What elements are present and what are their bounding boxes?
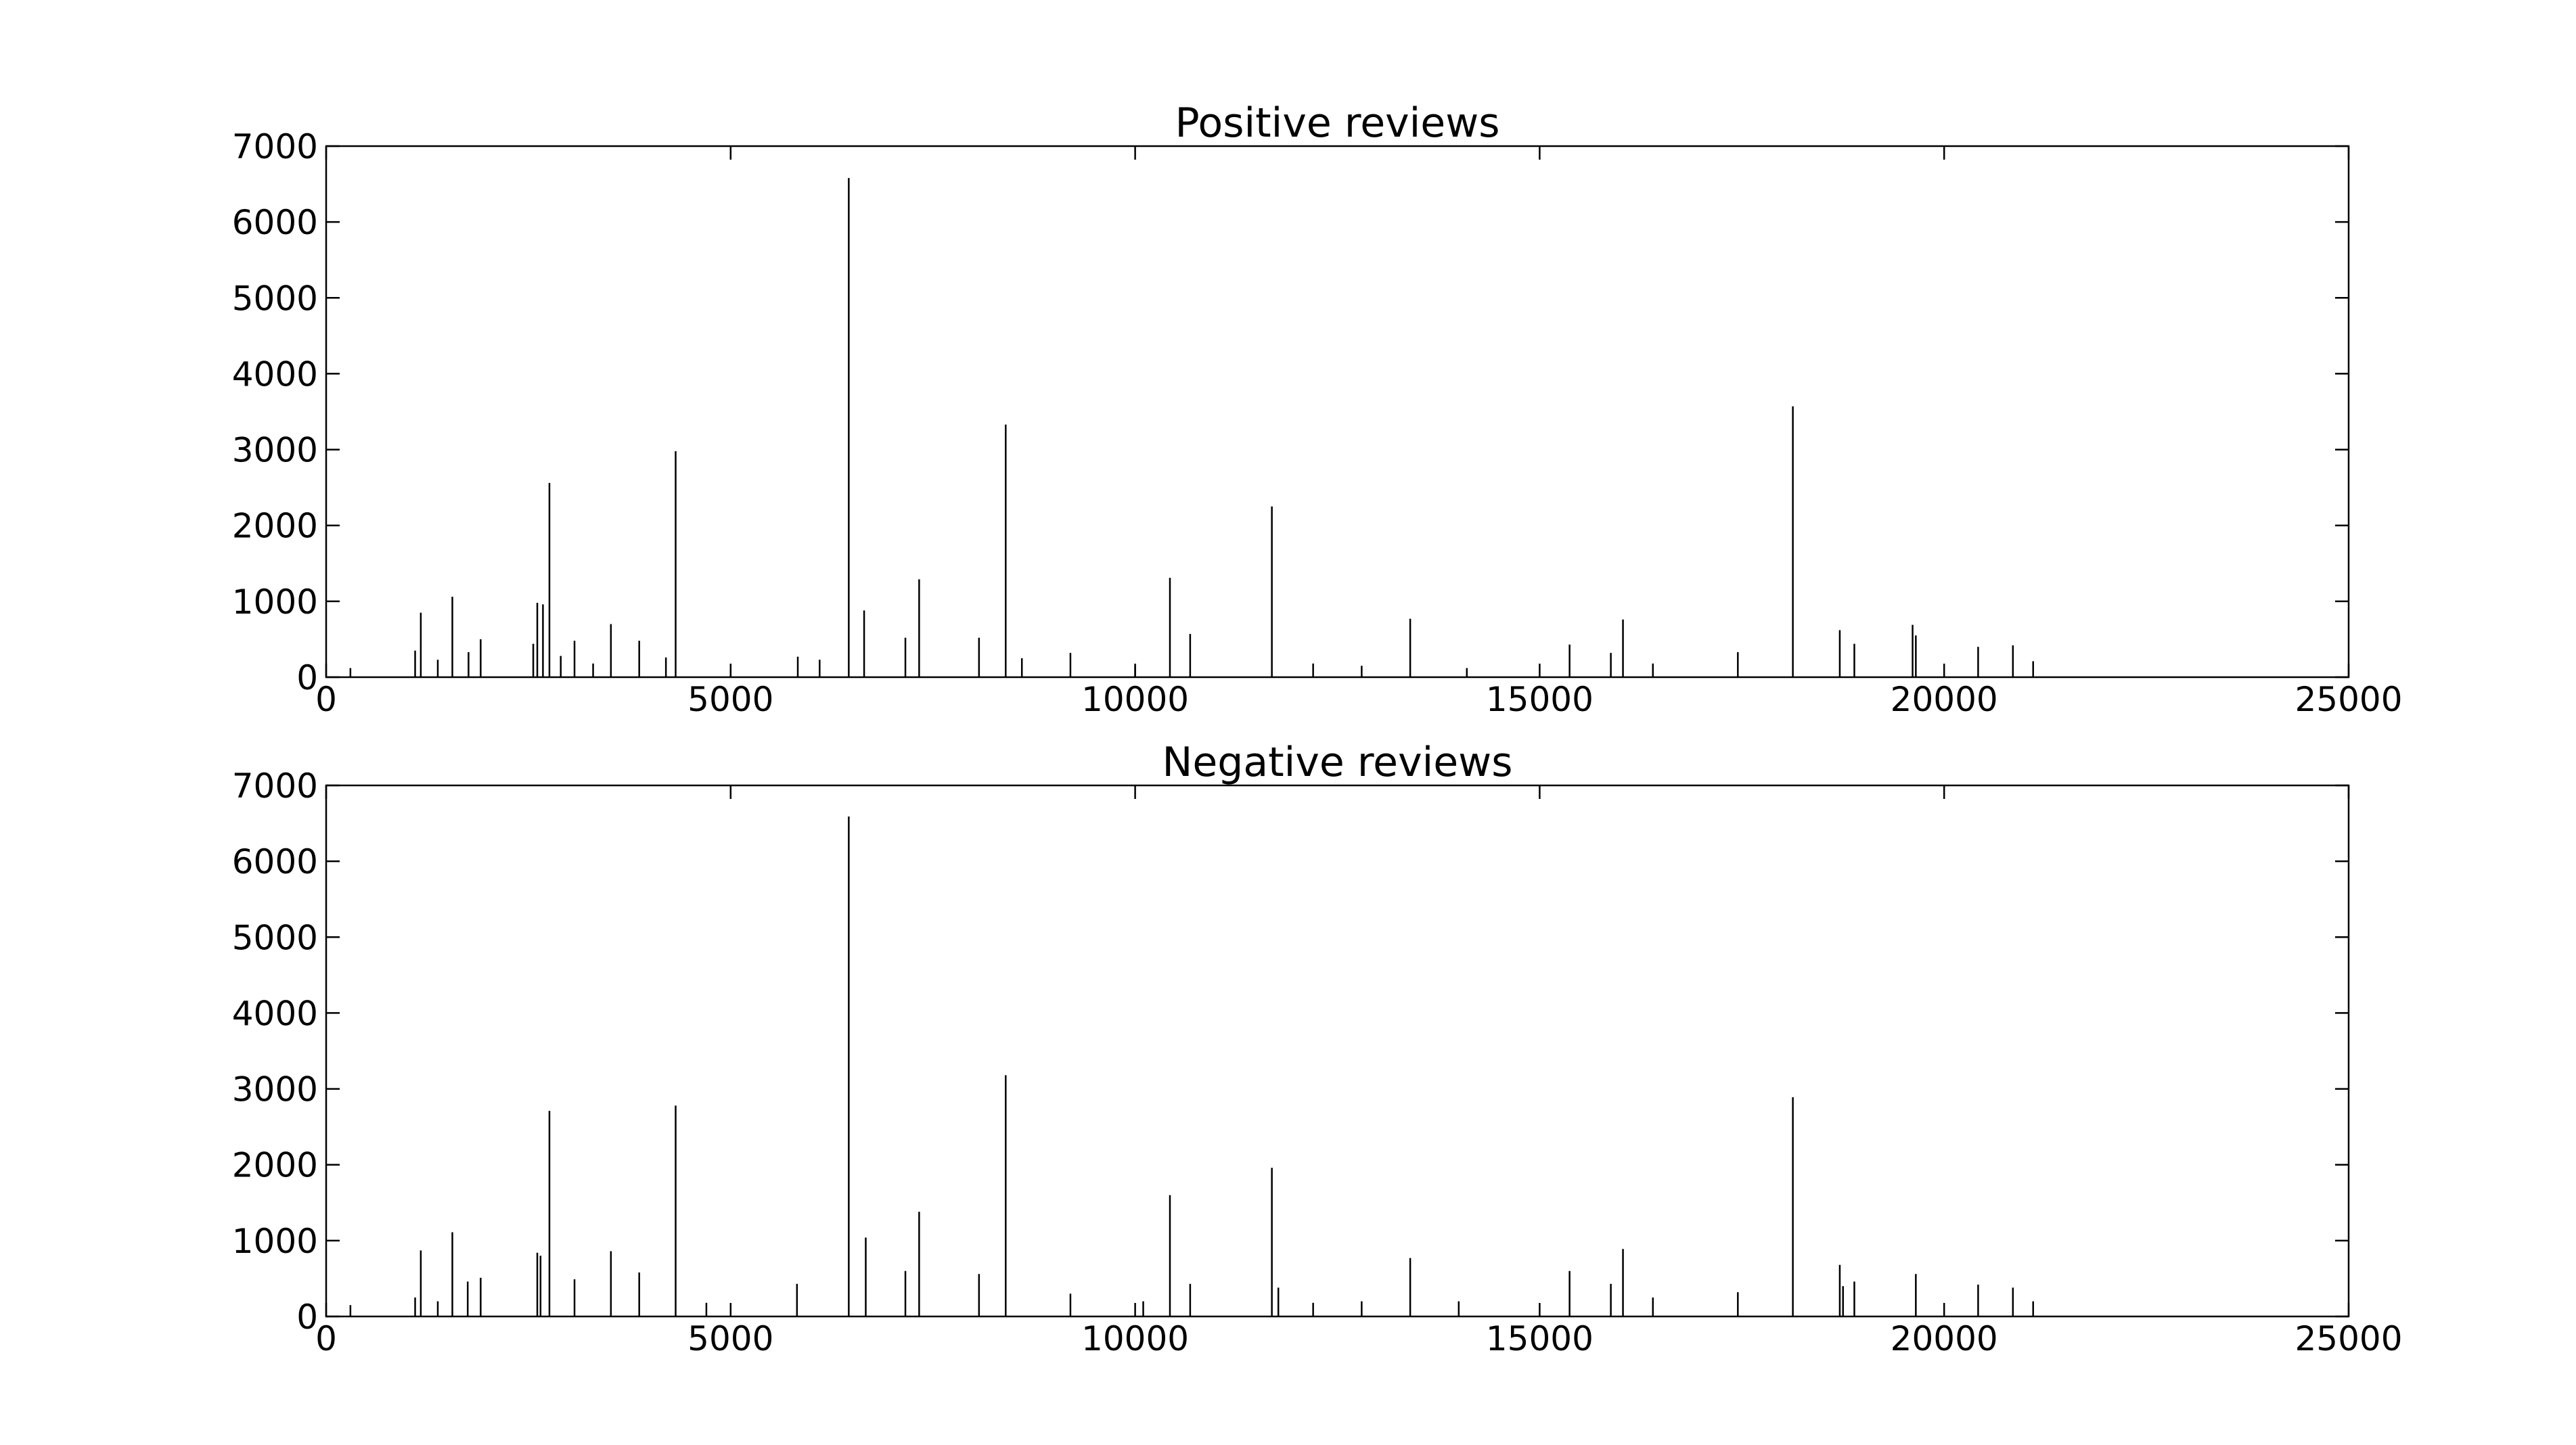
y-tick-label: 5000 [232,279,318,318]
x-tick-label: 10000 [1081,1319,1189,1358]
x-tick-label: 5000 [687,680,773,719]
y-tick-label: 1000 [232,582,318,622]
y-tick-label: 0 [296,1298,318,1337]
y-tick-label: 5000 [232,918,318,957]
y-tick-label: 4000 [232,354,318,394]
y-tick-label: 0 [296,658,318,697]
y-tick-label: 7000 [232,766,318,806]
x-tick-label: 25000 [2295,680,2402,719]
x-tick-label: 20000 [1891,1319,1998,1358]
x-tick-label: 0 [315,680,337,719]
chart-title: Positive reviews [1175,99,1499,147]
x-tick-label: 0 [315,1319,337,1358]
y-tick-label: 2000 [232,1146,318,1185]
x-tick-label: 5000 [687,1319,773,1358]
y-tick-label: 3000 [232,1070,318,1109]
plot-frame [325,145,2350,679]
y-tick-label: 1000 [232,1222,318,1261]
x-tick-label: 10000 [1081,680,1189,719]
y-tick-label: 4000 [232,994,318,1033]
chart-title: Negative reviews [1162,739,1512,786]
x-tick-label: 15000 [1486,1319,1594,1358]
y-tick-label: 6000 [232,842,318,881]
y-tick-label: 6000 [232,203,318,242]
y-tick-label: 2000 [232,507,318,546]
y-tick-label: 3000 [232,431,318,470]
x-tick-label: 15000 [1486,680,1594,719]
x-tick-label: 20000 [1891,680,1998,719]
plot-frame [325,784,2350,1318]
x-tick-label: 25000 [2295,1319,2402,1358]
y-tick-label: 7000 [232,127,318,166]
